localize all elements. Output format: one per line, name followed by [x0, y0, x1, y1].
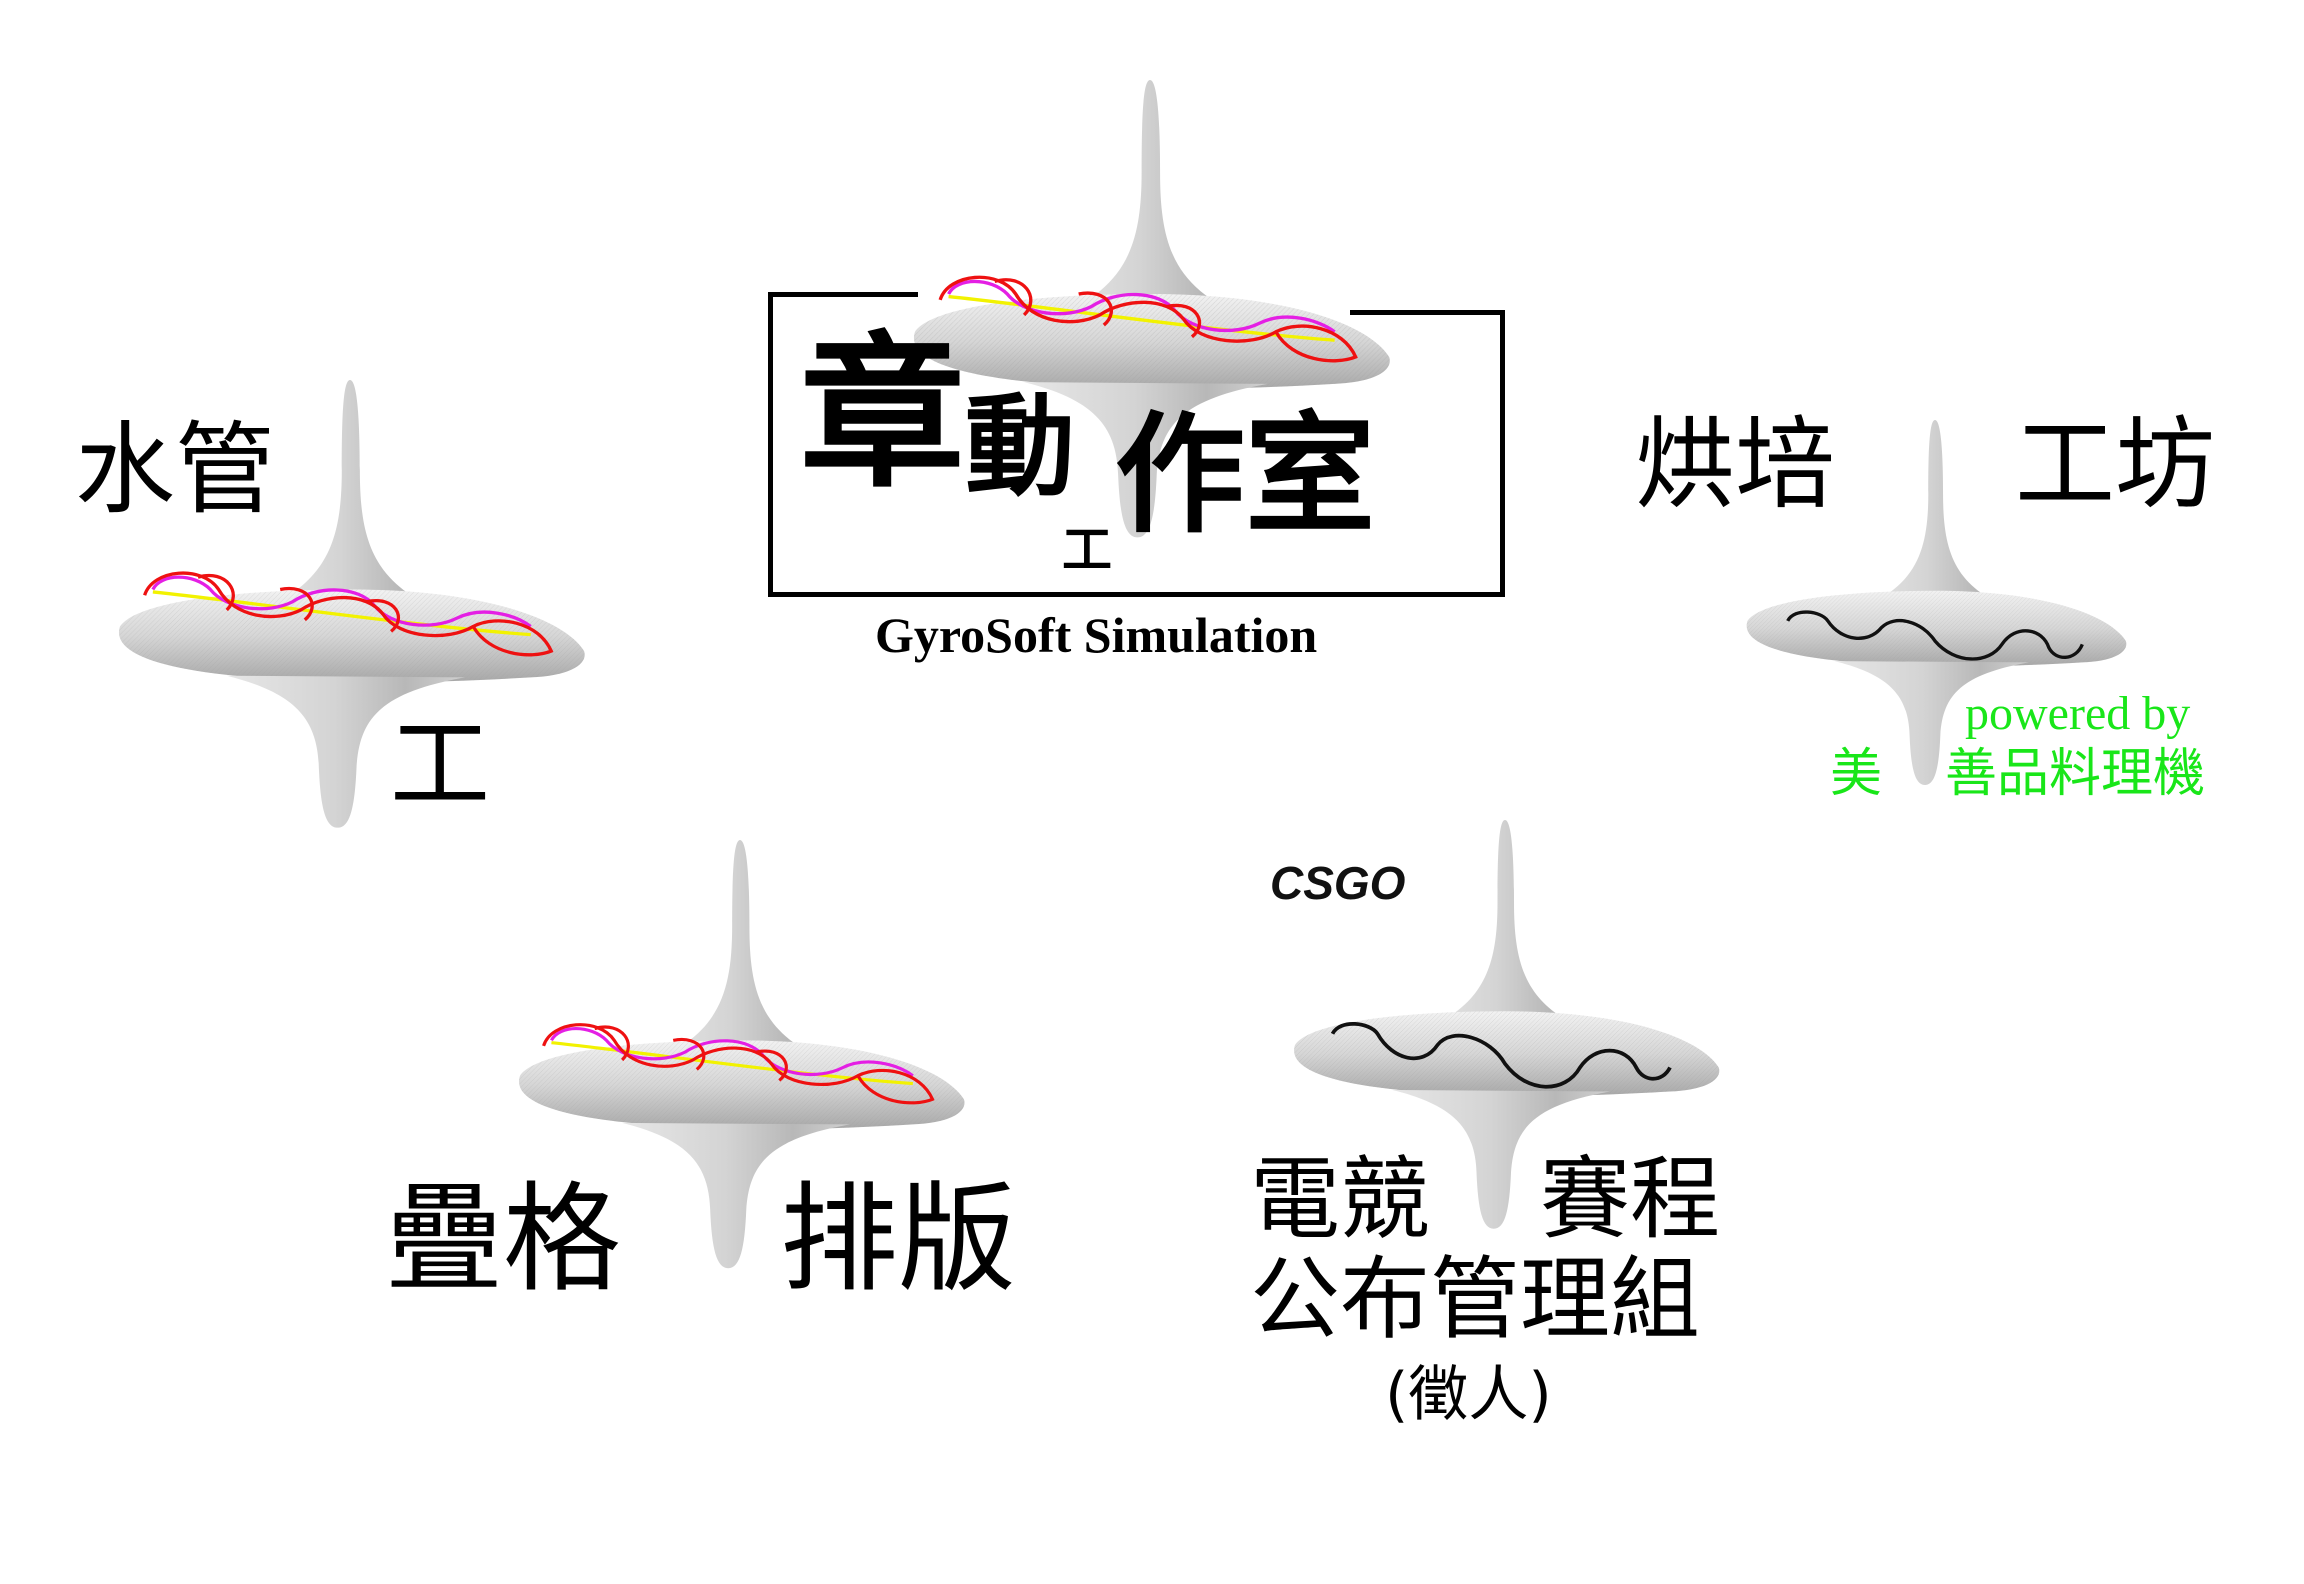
water-title-top: 水管 [75, 411, 275, 528]
water-title-bottom: 工 [390, 706, 490, 823]
bakery-trace [1786, 610, 2084, 661]
center-title-char-1: 章 [800, 318, 965, 510]
center-title-chars-3: 作室 [1115, 399, 1376, 551]
layout-spinning-top [519, 840, 965, 1269]
esports-title-right: 賽程 [1540, 1147, 1720, 1252]
bakery-title-right: 工坊 [2015, 406, 2215, 523]
center-title-char-2: 動 [965, 383, 1075, 511]
bakery-sponsor-a: 美 [1830, 744, 1883, 804]
layout-title-left: 疊格 [385, 1170, 622, 1308]
center-title-small-char: 工 [1062, 521, 1112, 579]
layout-title-right: 排版 [780, 1170, 1017, 1308]
water-spinning-top [118, 380, 585, 828]
water-logo: 水管 工 [60, 380, 680, 860]
bakery-spinning-top [1746, 420, 2127, 785]
bakery-logo: 烘培 工坊 powered by 美 善品料理機 [1620, 400, 2280, 830]
esports-tag: CSGO [1270, 857, 1406, 909]
esports-spinning-top [1294, 820, 1720, 1229]
layout-logo: 疊格 排版 [340, 840, 1120, 1340]
center-spinning-top [913, 80, 1390, 538]
esports-title-row3: (徵人) [1385, 1360, 1552, 1430]
center-logo: 章 動 工 作室 GyroSoft Simulation [740, 70, 1520, 670]
esports-title-left: 電競 [1250, 1147, 1430, 1252]
esports-trace [1330, 1022, 1672, 1089]
bakery-title-left: 烘培 [1635, 406, 1835, 523]
center-subtitle: GyroSoft Simulation [875, 607, 1318, 663]
bakery-powered-by: powered by [1965, 687, 2191, 740]
esports-title-row2: 公布管理組 [1250, 1247, 1700, 1352]
esports-logo: CSGO 電競 賽程 公布管理組 (徵人) [1230, 820, 1850, 1520]
bakery-sponsor-b: 善品料理機 [1945, 744, 2206, 804]
